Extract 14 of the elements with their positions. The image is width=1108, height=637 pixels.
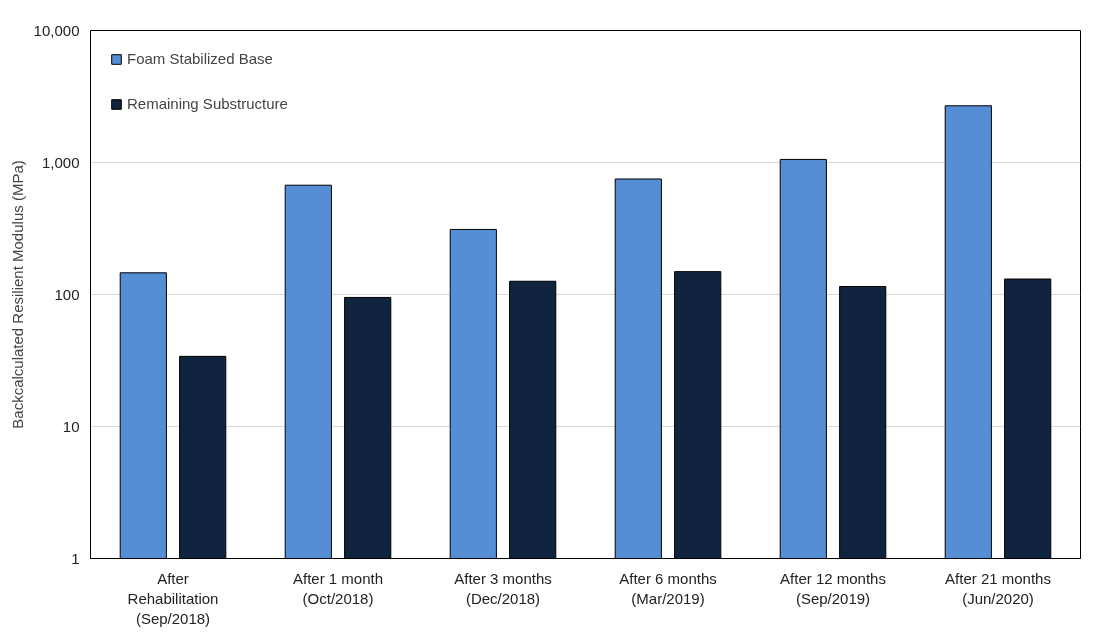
legend-label: Foam Stabilized Base xyxy=(127,50,273,67)
x-tick-label: After 1 month (Oct/2018) xyxy=(292,569,384,607)
y-tick-label: 10,000 xyxy=(33,21,80,39)
y-tick-label: 1,000 xyxy=(41,153,80,171)
y-tick-label: 1 xyxy=(71,549,80,567)
y-axis-title: Backcalculated Resilient Modulus (MPa) xyxy=(8,160,26,429)
y-tick-label: 10 xyxy=(62,417,80,435)
x-tick-label: After 21 months (Jun/2020) xyxy=(945,569,1051,607)
legend-label: Remaining Substructure xyxy=(127,95,288,112)
x-tick-label: After 6 months (Mar/2019) xyxy=(619,569,717,607)
y-tick-label: 100 xyxy=(54,285,80,303)
x-tick-label: After 12 months (Sep/2019) xyxy=(780,569,886,607)
x-tick-label: After 3 months (Dec/2018) xyxy=(454,569,552,607)
x-tick-label: After Rehabilitation (Sep/2018) xyxy=(127,569,219,628)
